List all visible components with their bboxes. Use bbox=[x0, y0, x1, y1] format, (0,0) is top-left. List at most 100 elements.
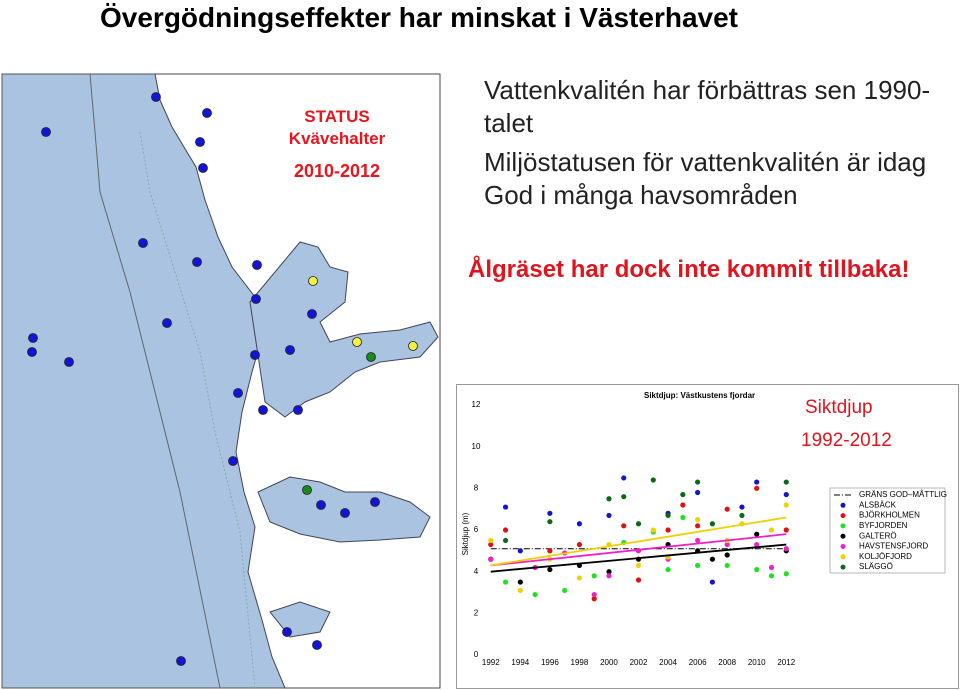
legend-label: BYFJORDEN bbox=[859, 521, 908, 530]
point bbox=[517, 548, 523, 554]
legend-marker bbox=[840, 554, 846, 560]
station bbox=[41, 127, 51, 137]
point bbox=[621, 475, 627, 481]
x-tick-label: 2000 bbox=[600, 658, 618, 667]
x-tick-label: 2008 bbox=[718, 658, 736, 667]
station bbox=[138, 238, 148, 248]
station bbox=[251, 294, 261, 304]
x-tick-label: 2006 bbox=[689, 658, 707, 667]
station bbox=[308, 276, 318, 286]
station bbox=[162, 318, 172, 328]
legend-marker bbox=[840, 523, 846, 529]
point bbox=[783, 546, 789, 552]
point bbox=[754, 531, 760, 537]
point bbox=[695, 562, 701, 569]
point bbox=[635, 562, 642, 569]
point bbox=[768, 573, 775, 579]
border-line bbox=[89, 73, 221, 689]
trend-line bbox=[490, 533, 787, 567]
x-tick-label: 1996 bbox=[541, 658, 559, 667]
station bbox=[64, 357, 74, 367]
x-tick-label: 1998 bbox=[571, 658, 589, 667]
point bbox=[621, 494, 627, 500]
legend-label: GALTERÖ bbox=[859, 531, 897, 540]
legend-marker bbox=[840, 513, 846, 519]
point bbox=[739, 504, 745, 510]
legend-label: SLÄGGÖ bbox=[859, 562, 893, 571]
point bbox=[502, 537, 509, 544]
station bbox=[176, 656, 186, 666]
point bbox=[517, 587, 523, 594]
station bbox=[258, 405, 268, 415]
point bbox=[665, 512, 671, 519]
point bbox=[502, 579, 509, 585]
station bbox=[202, 108, 212, 118]
point bbox=[635, 521, 642, 527]
point bbox=[562, 587, 568, 594]
station bbox=[285, 345, 295, 355]
point bbox=[754, 485, 760, 491]
slide-title: Övergödningseffekter har minskat i Väste… bbox=[100, 2, 738, 33]
y-tick-label: 6 bbox=[474, 525, 479, 534]
station bbox=[302, 485, 312, 495]
bullet-list: Vattenkvalitén har förbättras sen 1990-t… bbox=[484, 74, 954, 218]
chart-title: Siktdjup: Västkustens fjordar bbox=[644, 391, 755, 400]
point bbox=[547, 566, 553, 573]
point bbox=[635, 577, 642, 583]
point bbox=[576, 541, 583, 548]
status-period: 2010-2012 bbox=[293, 161, 381, 181]
point bbox=[517, 579, 523, 585]
point bbox=[680, 514, 686, 521]
point bbox=[709, 579, 715, 585]
point bbox=[650, 477, 656, 483]
legend-label: ALSBÄCK bbox=[859, 500, 897, 509]
legend-label: GRÄNS GOD–MÅTTLIG bbox=[859, 490, 947, 499]
highlight-text: Ålgräset har dock inte kommit tillbaka! bbox=[468, 256, 910, 283]
station bbox=[282, 627, 292, 637]
point bbox=[754, 541, 760, 548]
station bbox=[366, 352, 376, 362]
status-label: STATUS bbox=[304, 107, 370, 126]
y-tick-label: 12 bbox=[472, 400, 481, 409]
point bbox=[754, 566, 760, 573]
trend-line bbox=[490, 543, 787, 573]
station bbox=[252, 260, 262, 270]
point bbox=[488, 556, 494, 562]
station bbox=[28, 333, 38, 343]
x-tick-label: 2010 bbox=[748, 658, 766, 667]
y-tick-label: 8 bbox=[474, 483, 479, 492]
x-tick-label: 1992 bbox=[482, 658, 500, 667]
station bbox=[312, 640, 322, 650]
point bbox=[695, 489, 701, 496]
point bbox=[783, 571, 789, 577]
point bbox=[665, 566, 671, 573]
point bbox=[591, 573, 597, 579]
chart: Siktdjup: Västkustens fjordar Siktdjup 1… bbox=[456, 384, 959, 689]
point bbox=[606, 573, 612, 579]
point bbox=[783, 491, 789, 498]
point bbox=[488, 541, 494, 548]
station bbox=[352, 337, 362, 347]
y-axis-label: Siktdjup (m) bbox=[461, 512, 470, 555]
station bbox=[408, 341, 418, 351]
point bbox=[754, 479, 760, 485]
point bbox=[695, 516, 701, 523]
legend-marker bbox=[840, 564, 846, 570]
status-box: STATUS Kvävehalter 2010-2012 bbox=[268, 106, 406, 182]
annotation: Siktdjup bbox=[805, 397, 873, 418]
point bbox=[724, 552, 730, 558]
x-tick-label: 2004 bbox=[659, 658, 677, 667]
station bbox=[316, 500, 326, 510]
bullet: Vattenkvalitén har förbättras sen 1990-t… bbox=[484, 75, 931, 138]
legend-box bbox=[829, 487, 946, 574]
point bbox=[650, 527, 656, 533]
legend-label: KOLJÖFJORD bbox=[859, 552, 912, 561]
point bbox=[547, 510, 553, 516]
x-tick-label: 2012 bbox=[777, 658, 795, 667]
point bbox=[724, 506, 730, 512]
point bbox=[532, 591, 538, 598]
y-tick-label: 0 bbox=[474, 650, 479, 659]
point bbox=[665, 527, 671, 533]
point bbox=[547, 519, 553, 525]
trend-line bbox=[490, 516, 787, 567]
